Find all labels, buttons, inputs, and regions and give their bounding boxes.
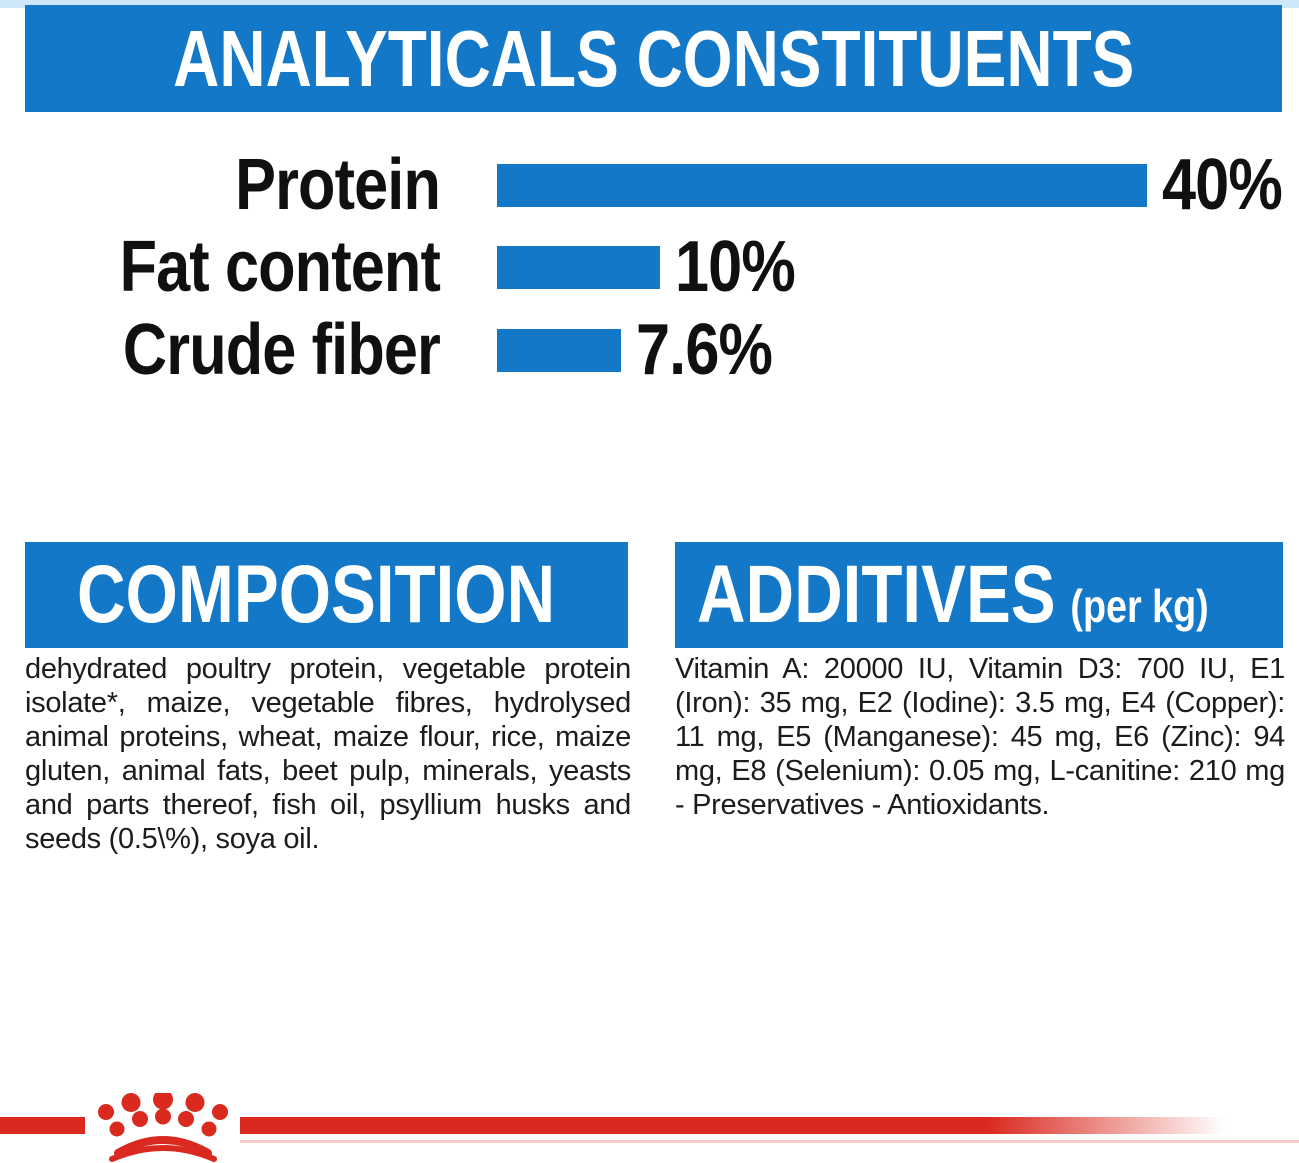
composition-section-header: COMPOSITION: [25, 542, 628, 648]
chart-bar: [497, 245, 660, 289]
top-edge-strip: [0, 0, 1299, 8]
chart-row-fat-content: Fat content 10%: [0, 227, 1299, 307]
chart-label: Protein: [235, 145, 441, 225]
royal-canin-crown-icon: [98, 1093, 228, 1162]
chart-value: 40%: [1162, 145, 1283, 225]
chart-bar-wrap: 7.6%: [497, 310, 796, 390]
additives-per-kg-label: (per kg): [1070, 580, 1209, 632]
additives-body: Vitamin A: 20000 IU, Vitamin D3: 700 IU,…: [675, 653, 1285, 821]
banner-title: ANALYTICALS CONSTITUENTS: [172, 13, 1135, 103]
additives-section-header: ADDITIVES (per kg): [675, 542, 1283, 648]
additives-title: ADDITIVES: [697, 549, 1056, 640]
analyticals-banner: ANALYTICALS CONSTITUENTS: [25, 5, 1282, 112]
chart-label: Crude fiber: [122, 310, 441, 390]
composition-title-row: COMPOSITION: [77, 548, 555, 642]
chart-bar: [497, 328, 621, 372]
chart-bar-wrap: 40%: [497, 145, 1299, 225]
chart-bar: [497, 163, 1147, 207]
additives-title-row: ADDITIVES (per kg): [697, 548, 1209, 642]
chart-value: 7.6%: [635, 310, 773, 390]
footer-hairline: [240, 1140, 1299, 1143]
composition-title: COMPOSITION: [77, 549, 556, 640]
footer-divider-right: [240, 1117, 1225, 1134]
chart-label: Fat content: [119, 227, 441, 307]
footer-divider-left: [0, 1117, 85, 1134]
composition-body: dehydrated poultry protein, vegetable pr…: [25, 653, 631, 855]
chart-bar-wrap: 10%: [497, 227, 816, 307]
chart-value: 10%: [674, 227, 796, 307]
chart-row-crude-fiber: Crude fiber 7.6%: [0, 310, 1299, 390]
chart-row-protein: Protein 40%: [0, 145, 1299, 225]
